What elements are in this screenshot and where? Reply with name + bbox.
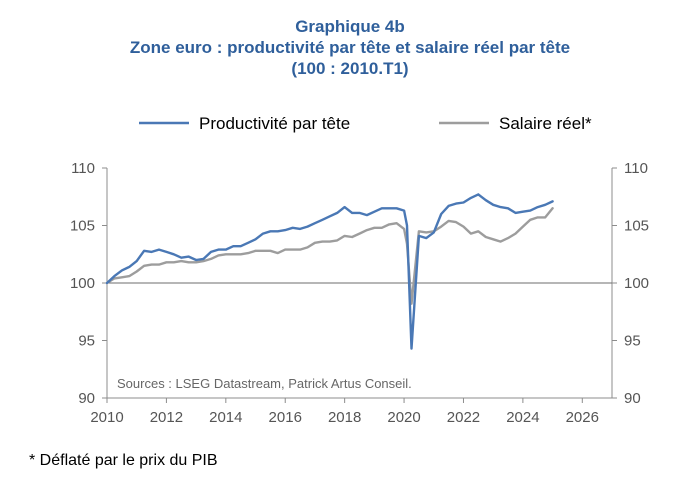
y-tick-label-left: 95 (78, 333, 95, 350)
x-tick-label: 2010 (90, 409, 123, 426)
chart-title-number: Graphique 4b (295, 17, 405, 36)
y-tick-label-left: 110 (71, 160, 95, 177)
x-tick-label: 2014 (209, 409, 242, 426)
y-tick-label-left: 90 (78, 390, 95, 407)
x-tick-label: 2016 (269, 409, 302, 426)
y-tick-label-left: 100 (70, 275, 95, 292)
x-tick-label: 2022 (447, 409, 480, 426)
x-tick-label: 2012 (150, 409, 183, 426)
footnote: * Déflaté par le prix du PIB (29, 452, 218, 469)
series-line-salaire-reel (105, 207, 554, 305)
chart-title: Zone euro : productivité par tête et sal… (129, 38, 571, 57)
x-tick-label: 2020 (387, 409, 420, 426)
y-tick-label-right: 100 (624, 275, 649, 292)
chart-subtitle: (100 : 2010.T1) (291, 59, 409, 78)
y-tick-label-right: 110 (624, 160, 648, 177)
legend-label-salaire-reel: Salaire réel* (499, 114, 592, 133)
y-tick-label-right: 90 (624, 390, 641, 407)
series-line-productivite (105, 193, 554, 350)
x-tick-label: 2018 (328, 409, 361, 426)
y-tick-label-right: 95 (624, 333, 641, 350)
y-tick-label-left: 105 (70, 218, 95, 235)
y-tick-label-right: 105 (624, 218, 649, 235)
source-note: Sources : LSEG Datastream, Patrick Artus… (117, 376, 412, 391)
x-tick-label: 2026 (566, 409, 599, 426)
x-tick-label: 2024 (506, 409, 539, 426)
chart-title-block: Graphique 4b Zone euro : productivité pa… (0, 16, 700, 79)
legend-label-productivite: Productivité par tête (199, 114, 350, 133)
